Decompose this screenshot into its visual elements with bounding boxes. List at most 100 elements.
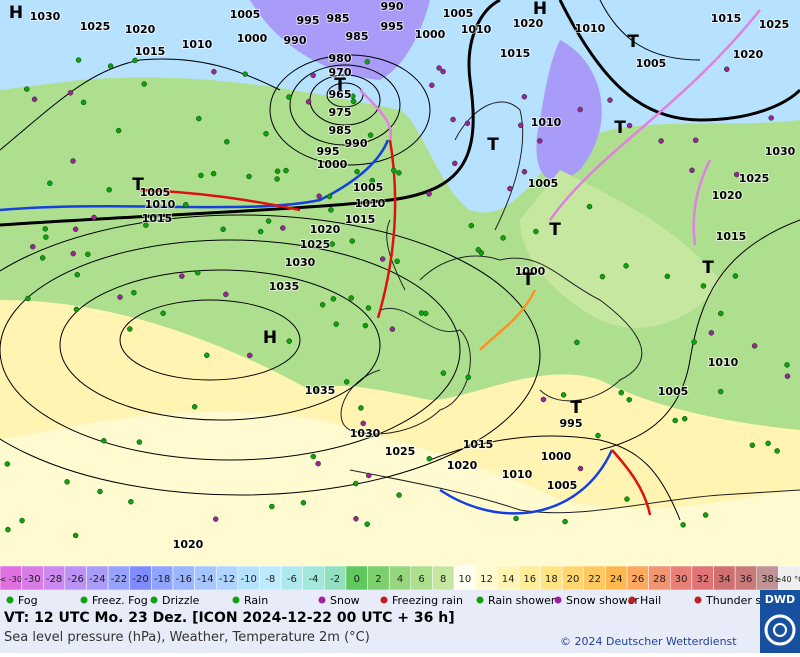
- pressure-label: 970: [329, 66, 352, 79]
- pressure-label: 1035: [269, 280, 300, 293]
- pressure-label: 1010: [531, 116, 562, 129]
- weather-dot: [362, 322, 369, 329]
- weather-dot: [242, 71, 248, 77]
- pressure-center: H: [533, 0, 547, 19]
- legend-label: Rain shower: [488, 594, 556, 607]
- weather-dot: [30, 243, 36, 250]
- pressure-label: 1015: [500, 47, 531, 60]
- weather-dot: [263, 130, 269, 137]
- pressure-center: T: [570, 398, 582, 418]
- pressure-label: 1010: [502, 468, 533, 481]
- weather-dot: [269, 503, 275, 510]
- weather-dot: [313, 386, 319, 392]
- weather-dot: [204, 352, 210, 359]
- scale-label: -18: [154, 574, 170, 585]
- weather-dot: [191, 404, 198, 410]
- weather-dot: [25, 295, 31, 302]
- pressure-label: 965: [329, 88, 352, 101]
- weather-dot: [732, 273, 739, 279]
- pressure-label: 1005: [140, 186, 171, 199]
- weather-dot: [700, 283, 707, 289]
- pressure-label: 985: [327, 12, 350, 25]
- pressure-center: T: [522, 270, 534, 290]
- pressure-label: 1015: [135, 45, 166, 58]
- weather-dot: [127, 326, 133, 332]
- weather-dot: [329, 241, 335, 247]
- weather-dot: [212, 516, 219, 522]
- scale-label: 2: [375, 574, 381, 585]
- weather-dot: [246, 173, 252, 180]
- pressure-label: 995: [381, 20, 404, 33]
- weather-dot: [513, 515, 519, 522]
- weather-dot: [702, 512, 709, 518]
- weather-dot: [429, 82, 435, 88]
- scale-label: 30: [675, 574, 688, 585]
- weather-dot: [316, 193, 322, 199]
- weather-dot: [348, 295, 354, 301]
- pressure-label: 1005: [528, 177, 559, 190]
- coastlines: [340, 101, 800, 514]
- weather-dot: [305, 99, 312, 105]
- pressure-label: 1000: [317, 158, 348, 171]
- pressure-label: 980: [329, 52, 352, 65]
- weather-dot: [681, 415, 688, 422]
- weather-dot: [70, 158, 76, 164]
- weather-dot: [664, 273, 671, 280]
- weather-dot: [43, 234, 49, 240]
- weather-dot: [691, 339, 697, 345]
- scale-label: ≥40 °C: [775, 575, 800, 584]
- scale-label: -2: [330, 574, 340, 585]
- weather-dot: [422, 310, 429, 317]
- weather-dot: [343, 379, 350, 385]
- weather-dot: [586, 203, 593, 210]
- weather-dot: [624, 496, 630, 502]
- weather-dot: [132, 57, 138, 64]
- weather-dot: [784, 362, 790, 368]
- pressure-label: 995: [297, 14, 320, 27]
- pressure-center: H: [9, 3, 23, 23]
- pressure-center: T: [627, 32, 639, 52]
- pressure-label: 1035: [305, 384, 336, 397]
- weather-dot: [396, 492, 402, 498]
- weather-dot: [350, 98, 357, 105]
- legend-label: Drizzle: [162, 594, 200, 607]
- weather-dot: [223, 291, 229, 298]
- pressure-label: 1020: [733, 48, 764, 61]
- pressure-label: 1000: [237, 32, 268, 45]
- weather-dot: [440, 68, 446, 75]
- weather-dot: [47, 180, 53, 187]
- legend-symbol: [694, 596, 702, 604]
- weather-dot: [369, 177, 376, 184]
- weather-dot: [353, 515, 359, 522]
- weather-dot: [658, 138, 664, 144]
- scale-label: -28: [46, 574, 62, 585]
- weather-dot: [574, 339, 580, 346]
- weather-dot: [560, 392, 567, 398]
- weather-dot: [106, 187, 112, 193]
- weather-dot: [70, 250, 76, 257]
- weather-dot: [4, 461, 11, 467]
- weather-dot: [274, 176, 280, 182]
- legend-label: Freez. Fog: [92, 594, 148, 607]
- weather-dot: [475, 247, 482, 253]
- scale-label: 16: [523, 574, 536, 585]
- weather-dot: [183, 201, 189, 208]
- legend-symbol: [232, 596, 240, 604]
- weather-dot: [577, 106, 583, 113]
- weather-dot: [718, 310, 724, 317]
- pressure-label: 1000: [515, 265, 546, 278]
- pressure-label: 1005: [547, 479, 578, 492]
- weather-dot: [315, 460, 321, 467]
- pressure-label: 1020: [513, 17, 544, 30]
- scale-label: 6: [418, 574, 424, 585]
- scale-label: -6: [287, 574, 297, 585]
- pressure-label: 1025: [300, 238, 331, 251]
- weather-dot: [75, 57, 82, 63]
- pressure-label: 1030: [350, 427, 381, 440]
- pressure-label: 990: [284, 34, 307, 47]
- legend-symbol: [380, 596, 388, 604]
- pressure-label: 1000: [541, 450, 572, 463]
- legend-label: Fog: [18, 594, 38, 607]
